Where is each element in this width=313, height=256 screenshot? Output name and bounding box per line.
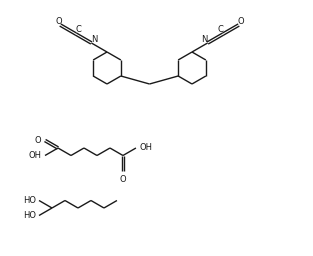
Text: N: N	[91, 35, 98, 44]
Text: C: C	[217, 26, 223, 35]
Text: O: O	[238, 16, 244, 26]
Text: N: N	[201, 35, 208, 44]
Text: C: C	[76, 26, 82, 35]
Text: O: O	[34, 136, 41, 145]
Text: O: O	[56, 16, 63, 26]
Text: HO: HO	[23, 211, 36, 220]
Text: OH: OH	[140, 144, 153, 153]
Text: O: O	[120, 175, 126, 184]
Text: OH: OH	[28, 151, 41, 160]
Text: HO: HO	[23, 196, 36, 205]
